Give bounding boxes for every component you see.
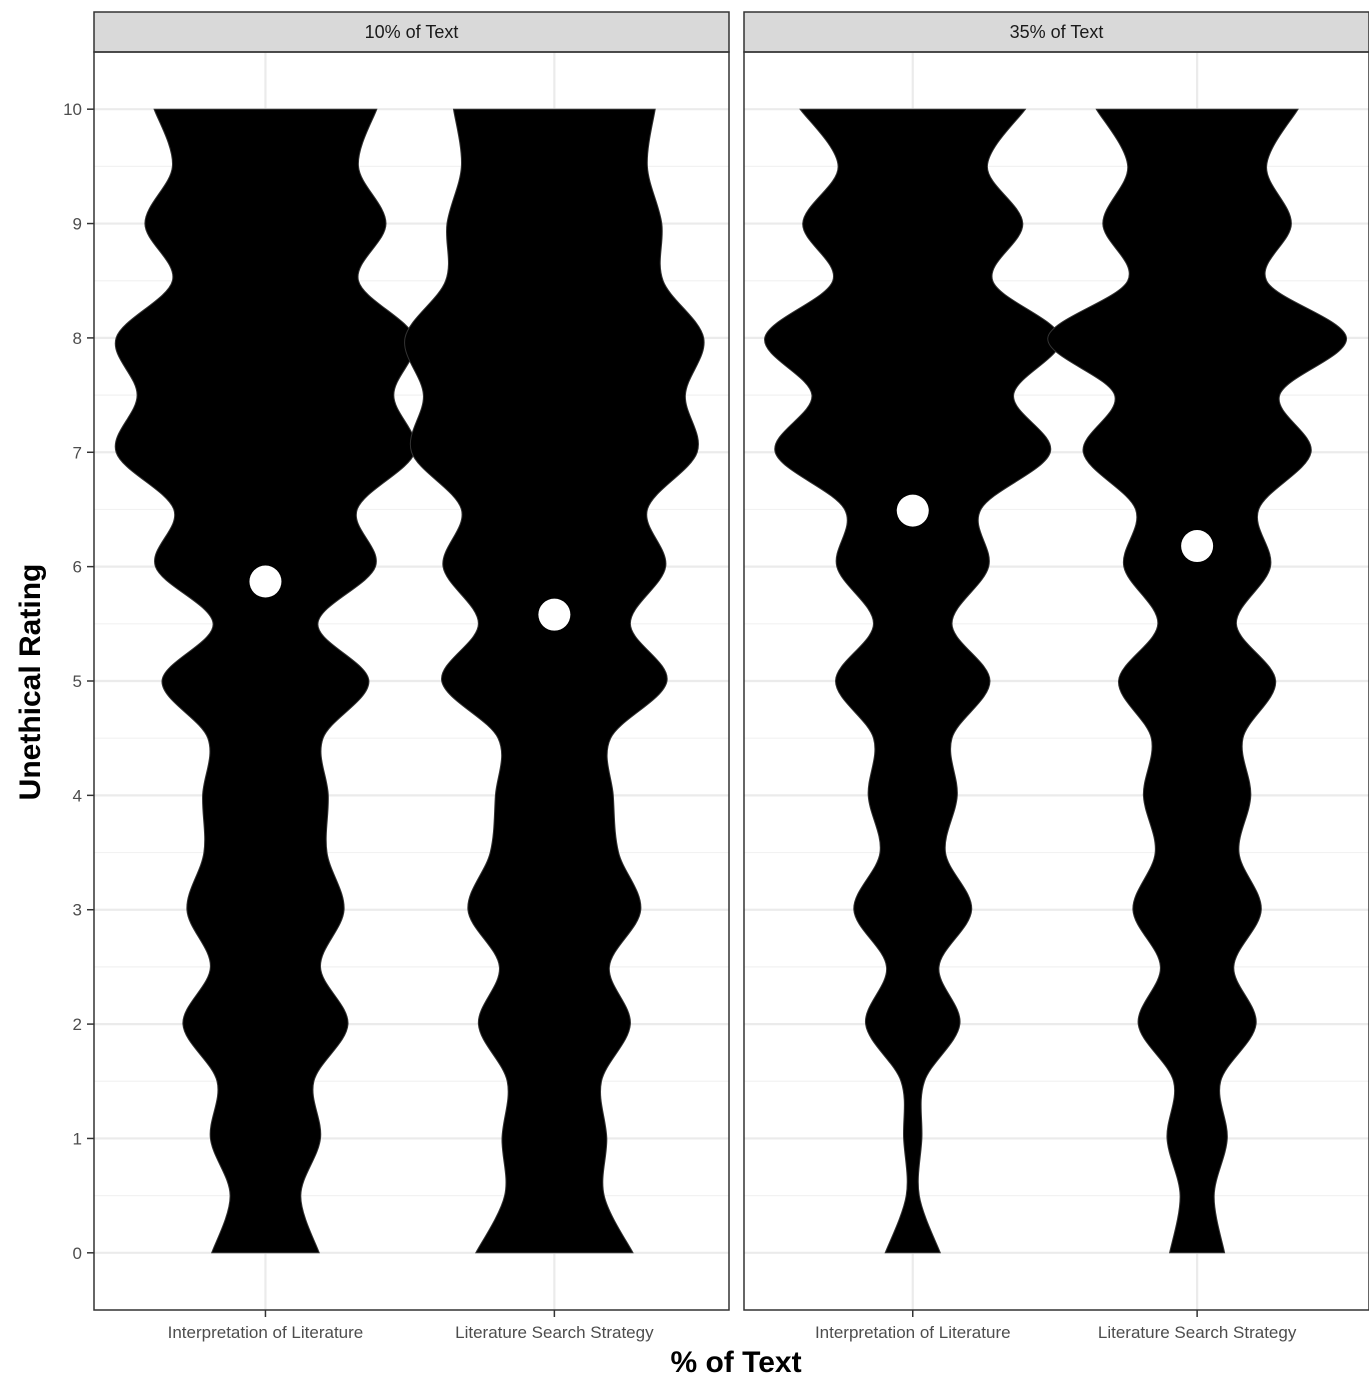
violin-2-1	[764, 108, 1062, 1254]
mean-point-2-1	[896, 494, 929, 527]
y-tick-label: 4	[73, 786, 82, 805]
y-tick-label: 5	[73, 672, 82, 691]
y-tick-label: 9	[73, 215, 82, 234]
y-tick-label: 6	[73, 558, 82, 577]
y-tick-label: 1	[73, 1129, 82, 1148]
facet-strip-2	[743, 11, 1369, 53]
y-tick-label: 0	[73, 1244, 82, 1263]
violin-2-2	[1047, 108, 1348, 1254]
panel-border-2	[743, 51, 1369, 1311]
y-tick-label: 3	[73, 901, 82, 920]
mean-point-2-2	[1181, 530, 1214, 563]
y-tick-label: 8	[73, 329, 82, 348]
x-tick-label: Interpretation of Literature	[815, 1323, 1011, 1342]
facet-strip-1	[93, 11, 730, 53]
violin-layer	[114, 108, 1348, 1254]
y-tick-label: 7	[73, 443, 82, 462]
violin-1-2	[404, 108, 705, 1254]
facet-strip-label: 35% of Text	[1010, 22, 1104, 42]
text-layer: Interpretation of Literature Literature S…	[63, 22, 1297, 1342]
y-tick-label: 2	[73, 1015, 82, 1034]
y-axis-title: Unethical Rating	[14, 564, 47, 801]
y-tick-label: 10	[63, 100, 82, 119]
frame-layer	[87, 11, 1369, 1317]
violin-1-1	[114, 108, 417, 1254]
x-tick-label: Literature Search Strategy	[455, 1323, 654, 1342]
x-tick-label: Interpretation of Literature	[168, 1323, 364, 1342]
mean-point-1-2	[538, 598, 571, 631]
facet-strip-label: 10% of Text	[365, 22, 459, 42]
x-axis-title: % of Text	[670, 1346, 801, 1377]
mean-point-1-1	[249, 565, 282, 598]
x-tick-label: Literature Search Strategy	[1098, 1323, 1297, 1342]
